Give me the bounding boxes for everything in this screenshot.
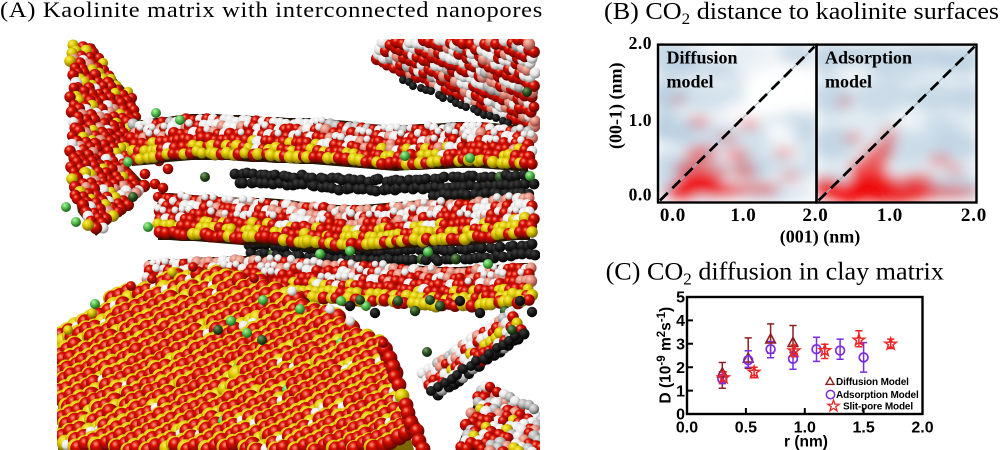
svg-text:0: 0	[676, 407, 685, 424]
svg-text:1: 1	[676, 383, 685, 400]
svg-text:Diffusion Model: Diffusion Model	[836, 377, 909, 388]
svg-text:(B) CO2 distance to kaolinite: (B) CO2 distance to kaolinite surfaces	[604, 0, 999, 28]
svg-text:1.0: 1.0	[629, 110, 652, 130]
svg-text:(A) Kaolinite matrix with inte: (A) Kaolinite matrix with interconnected…	[0, 0, 543, 22]
svg-text:Diffusion: Diffusion	[667, 48, 738, 68]
svg-text:2.0: 2.0	[802, 205, 828, 226]
svg-text:2: 2	[676, 360, 685, 377]
svg-text:Adsorption Model: Adsorption Model	[836, 390, 919, 401]
svg-text:D (10-9 m2s-1): D (10-9 m2s-1)	[656, 307, 675, 404]
svg-text:Adsorption: Adsorption	[825, 48, 912, 68]
svg-text:0.0: 0.0	[676, 420, 698, 437]
svg-text:1.0: 1.0	[730, 205, 756, 226]
svg-text:(00-1) (nm): (00-1) (nm)	[606, 63, 627, 149]
svg-text:model: model	[825, 72, 872, 92]
svg-text:1.5: 1.5	[852, 420, 874, 437]
svg-text:model: model	[667, 72, 714, 92]
svg-text:0.5: 0.5	[735, 420, 757, 437]
svg-text:2.0: 2.0	[629, 33, 652, 53]
svg-text:5: 5	[676, 290, 685, 307]
svg-text:0.0: 0.0	[660, 205, 686, 226]
svg-text:1.0: 1.0	[877, 205, 903, 226]
svg-text:0.0: 0.0	[629, 185, 652, 205]
svg-text:3: 3	[676, 337, 685, 354]
svg-text:2.0: 2.0	[911, 420, 933, 437]
svg-text:4: 4	[676, 313, 685, 330]
svg-text:(001) (nm): (001) (nm)	[780, 227, 860, 248]
svg-text:2.0: 2.0	[961, 205, 987, 226]
svg-text:Slit-pore Model: Slit-pore Model	[843, 402, 913, 413]
svg-text:r (nm): r (nm)	[784, 434, 828, 450]
svg-text:1.0: 1.0	[794, 420, 816, 437]
svg-text:(C) CO2 diffusion in clay matr: (C) CO2 diffusion in clay matrix	[606, 257, 945, 288]
